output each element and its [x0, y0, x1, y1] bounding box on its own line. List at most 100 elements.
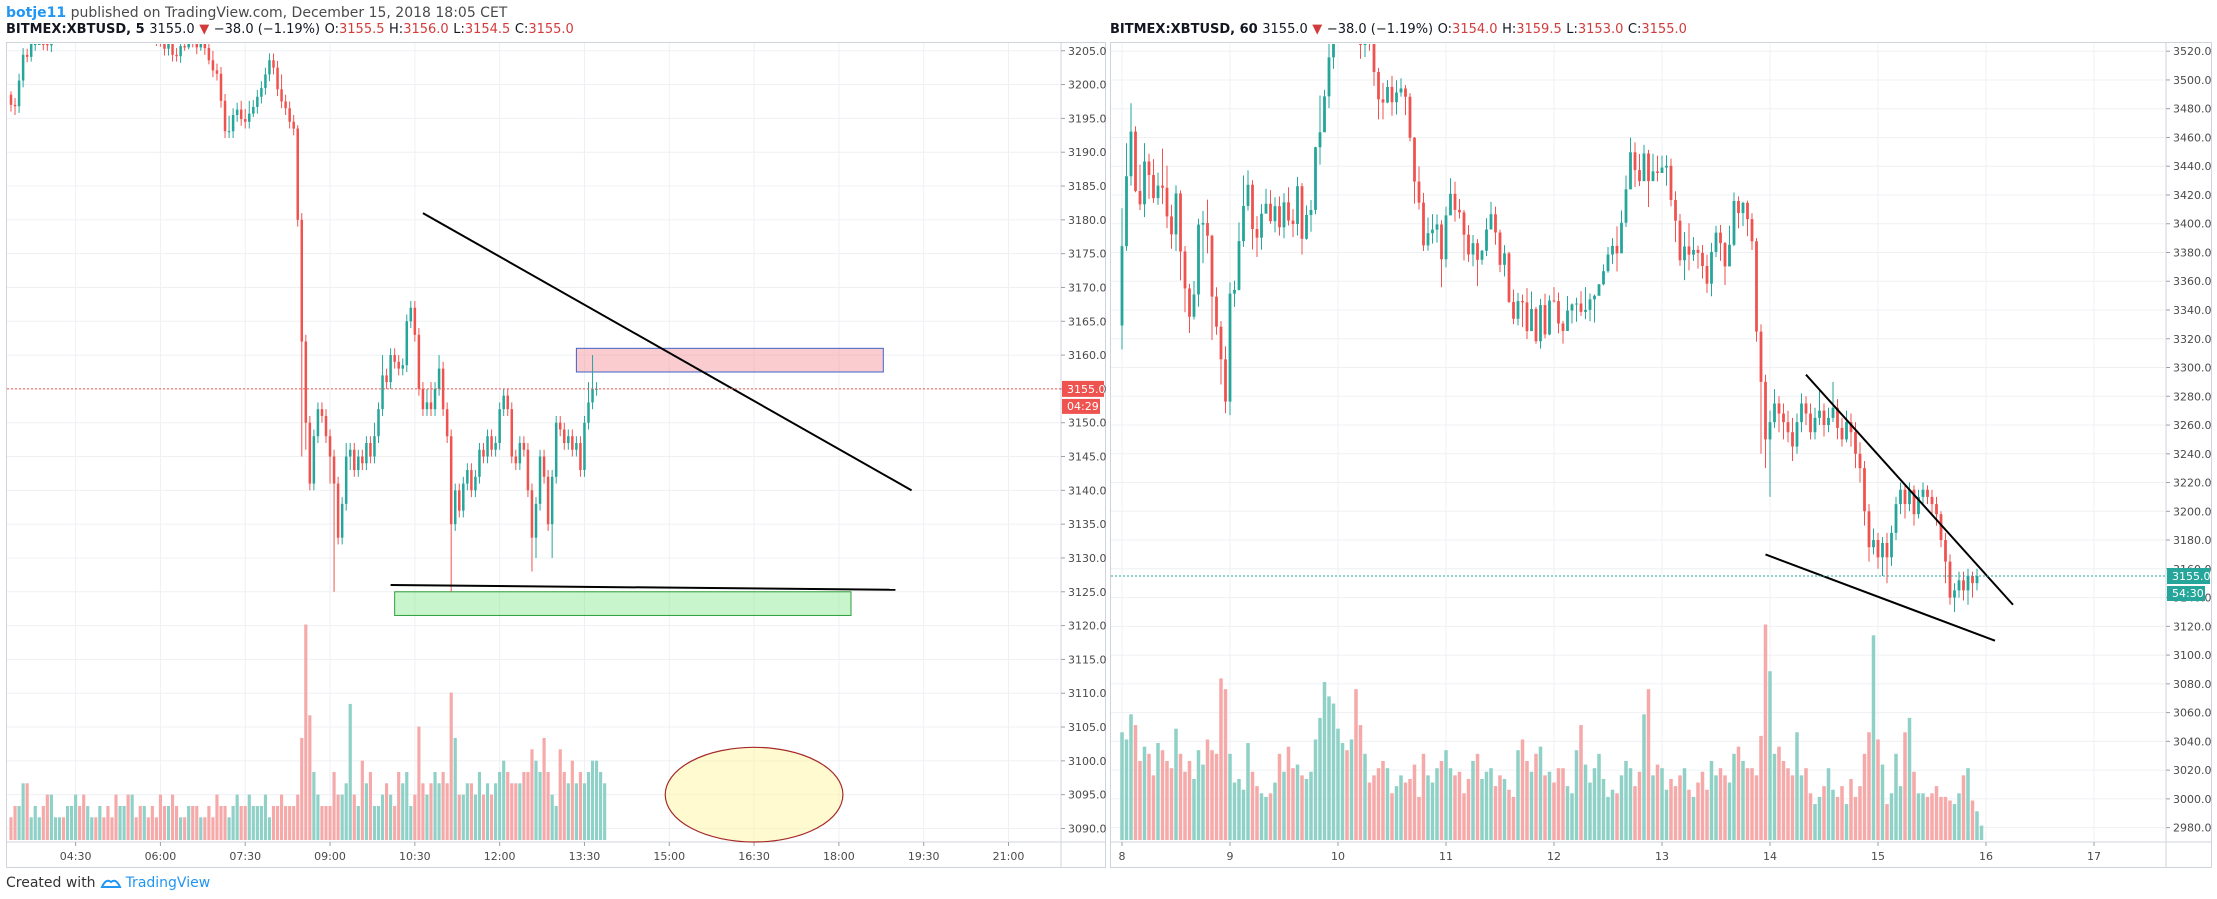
candle-body: [1269, 203, 1272, 222]
volume-bar: [1232, 782, 1237, 840]
candle-body: [1548, 300, 1551, 335]
candle-body: [1944, 540, 1947, 562]
volume-bar: [1309, 771, 1313, 840]
volume-bar: [1417, 796, 1421, 840]
candle-body: [558, 422, 562, 430]
candle-body: [405, 321, 409, 366]
volume-bar: [199, 817, 203, 840]
volume-bar: [534, 760, 538, 840]
volume-bar: [1147, 753, 1151, 840]
last-price: 3155.0: [1262, 22, 1308, 37]
candle-body: [1921, 489, 1925, 497]
volume-bar: [413, 794, 417, 840]
candle-body: [300, 219, 304, 342]
candle-body: [227, 131, 231, 133]
candle-body: [1593, 295, 1596, 300]
candle-body: [1620, 222, 1623, 254]
candle-body: [1278, 206, 1281, 228]
volume-bar: [1453, 775, 1457, 840]
candle-body: [1363, 44, 1367, 46]
candle-body: [1642, 153, 1646, 182]
candle-body: [1165, 187, 1169, 217]
chart-panel-left[interactable]: BITMEX:XBTUSD, 5 3155.0 ▼ −38.0 (−1.19%)…: [6, 22, 1106, 868]
volume-bar: [461, 794, 465, 840]
volume-bar: [1808, 793, 1813, 840]
candle-body: [219, 73, 223, 101]
low-value: 3153.0: [1577, 22, 1624, 37]
volume-bar: [1133, 725, 1138, 840]
volume-bar: [1763, 624, 1768, 840]
candle-body: [1818, 410, 1821, 418]
high-value: 3159.5: [1516, 22, 1562, 37]
volume-bar: [1894, 753, 1898, 840]
candle-body: [1917, 496, 1920, 515]
volume-bar: [1169, 768, 1174, 840]
candle-body: [50, 44, 53, 46]
volume-bar: [1480, 778, 1484, 840]
volume-bar: [1376, 768, 1381, 840]
candle-body: [1674, 200, 1677, 221]
volume-bar: [1547, 771, 1552, 840]
volume-bar: [1925, 796, 1930, 840]
volume-bar: [1507, 789, 1511, 840]
author-link[interactable]: botje11: [6, 5, 67, 21]
x-tick-label: 12:00: [484, 850, 516, 863]
candle-body: [575, 443, 578, 450]
candle-body: [296, 128, 299, 220]
volume-bar: [1520, 739, 1525, 840]
volume-bar: [1394, 786, 1399, 840]
candle-body: [292, 121, 295, 129]
volume-bar: [477, 771, 482, 840]
x-tick-label: 11: [1439, 850, 1453, 863]
volume-bar: [1966, 768, 1970, 840]
volume-bar: [1187, 760, 1192, 840]
volume-bar: [1849, 778, 1853, 840]
candle-body: [1309, 209, 1313, 215]
volume-bar: [1552, 782, 1556, 840]
candle-body: [163, 44, 166, 49]
volume-bar: [304, 624, 308, 840]
y-tick-label: 3170.0: [1068, 281, 1106, 294]
volume-bar: [86, 805, 90, 840]
volume-bar: [98, 805, 102, 840]
tradingview-logo-icon: [100, 879, 122, 888]
candle-body: [421, 388, 425, 410]
x-tick-label: 10: [1331, 850, 1345, 863]
created-with-text: Created with: [6, 875, 96, 891]
volume-bar: [1624, 760, 1628, 840]
candle-body: [1332, 44, 1335, 58]
symbol-header: BITMEX:XBTUSD, 5 3155.0 ▼ −38.0 (−1.19%)…: [6, 22, 574, 38]
candle-body: [1476, 243, 1479, 260]
resistance-zone: [575, 347, 884, 373]
volume-bar: [1286, 746, 1291, 840]
chart-panel-right[interactable]: BITMEX:XBTUSD, 60 3155.0 ▼ −38.0 (−1.19%…: [1110, 22, 2212, 868]
y-tick-label: 3080.0: [2173, 678, 2212, 691]
volume-bar: [1691, 796, 1696, 840]
tradingview-link[interactable]: TradingView: [125, 875, 211, 891]
candle-body: [1827, 417, 1830, 426]
candle-body: [183, 46, 186, 48]
volume-bar: [1516, 750, 1520, 840]
chart-canvas-left[interactable]: 3090.0 3095.0 3100.0 3105.0 3110.0 3115.0 3120…: [6, 42, 1106, 868]
volume-bar: [566, 783, 570, 840]
price-change: −38.0 (−1.19%): [1326, 22, 1434, 37]
y-tick-label: 2980.0: [2173, 822, 2212, 835]
chart-canvas-right[interactable]: 2980.0 3000.0 3020.0 3040.0 3060.0 3080.0 3100…: [1110, 42, 2212, 868]
current-price-badge: [1062, 380, 1104, 397]
volume-bar: [126, 794, 130, 840]
volume-bar: [1921, 793, 1925, 840]
volume-bar: [183, 817, 187, 840]
candle-body: [9, 94, 13, 105]
candle-body: [1930, 496, 1934, 505]
volume-bar: [1655, 764, 1660, 840]
volume-bar: [1709, 760, 1714, 840]
volume-bar: [1543, 775, 1547, 840]
candle-body: [1170, 216, 1173, 235]
symbol-name: BITMEX:XBTUSD, 5: [6, 22, 145, 37]
volume-bar: [1952, 804, 1957, 840]
volume-bar: [582, 783, 587, 840]
candle-body: [1201, 223, 1205, 225]
candle-body: [175, 54, 178, 57]
candle-body: [21, 54, 25, 81]
candle-body: [1129, 131, 1133, 177]
